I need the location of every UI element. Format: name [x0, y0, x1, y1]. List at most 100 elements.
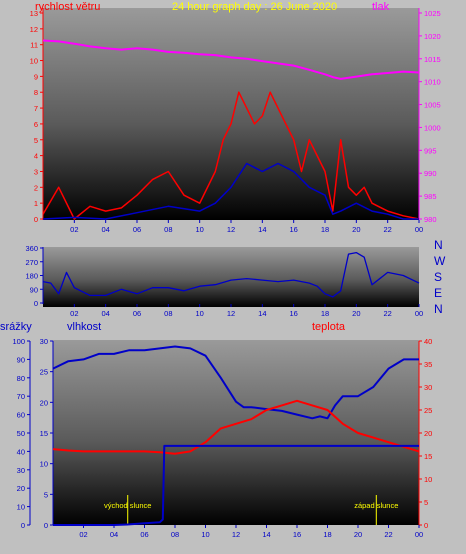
pressure-tick-label: 985 — [424, 192, 437, 201]
pressure-tick-label: 995 — [424, 146, 437, 155]
wind-x-tick-label: 10 — [195, 225, 203, 234]
climate-x-tick-label: 14 — [262, 530, 270, 539]
humidity-tick-label: 0 — [44, 521, 48, 530]
wind-speed-tick-label: 9 — [34, 72, 38, 81]
rain-tick-label: 10 — [17, 503, 25, 512]
climate-panel-background — [53, 340, 419, 525]
climate-x-tick-label: 04 — [110, 530, 118, 539]
rain-tick-label: 70 — [17, 392, 25, 401]
wind-speed-tick-label: 5 — [34, 136, 38, 145]
temperature-tick-label: 25 — [424, 406, 432, 415]
direction-x-tick-label: 08 — [164, 309, 172, 318]
wind-speed-tick-label: 2 — [34, 183, 38, 192]
pressure-tick-label: 1015 — [424, 55, 441, 64]
series-wind-direction-line — [42, 251, 420, 298]
wind-x-tick-label: 12 — [227, 225, 235, 234]
series-avg-line — [42, 162, 419, 220]
series-vlhkost-line — [52, 345, 419, 420]
direction-x-tick-label: 12 — [227, 309, 235, 318]
climate-x-tick-label: 06 — [140, 530, 148, 539]
compass-label: W — [434, 254, 446, 268]
humidity-tick-label: 5 — [44, 490, 48, 499]
temperature-tick-label: 30 — [424, 383, 432, 392]
temperature-tick-label: 5 — [424, 498, 428, 507]
rain-tick-label: 40 — [17, 447, 25, 456]
wind-speed-tick-label: 4 — [34, 152, 38, 161]
direction-x-tick-label: 22 — [383, 309, 391, 318]
rain-tick-label: 80 — [17, 374, 25, 383]
pressure-tick-label: 980 — [424, 215, 437, 224]
humidity-tick-label: 20 — [40, 398, 48, 407]
wind-speed-tick-label: 13 — [30, 9, 38, 18]
series-teplota-line — [52, 399, 420, 455]
climate-x-tick-label: 18 — [323, 530, 331, 539]
compass-label: N — [434, 238, 443, 252]
chart-title: 24 hour graph day : 26 June 2020 — [172, 1, 337, 13]
direction-x-tick-label: 20 — [352, 309, 360, 318]
pressure-axis-title: tlak — [372, 1, 390, 13]
rain-tick-label: 20 — [17, 484, 25, 493]
wind-x-tick-label: 20 — [352, 225, 360, 234]
wind-speed-axis-title: rychlost větru — [35, 1, 100, 13]
climate-x-tick-label: 10 — [201, 530, 209, 539]
pressure-tick-label: 1025 — [424, 9, 441, 18]
climate-x-tick-label: 08 — [171, 530, 179, 539]
direction-x-tick-label: 00 — [415, 309, 423, 318]
humidity-tick-label: 10 — [40, 460, 48, 469]
humidity-tick-label: 25 — [40, 368, 48, 377]
direction-panel-background — [43, 247, 419, 307]
pressure-tick-label: 1020 — [424, 32, 441, 41]
climate-x-tick-label: 16 — [293, 530, 301, 539]
humidity-tick-label: 30 — [40, 337, 48, 346]
climate-x-tick-label: 00 — [415, 530, 423, 539]
direction-x-tick-label: 02 — [70, 309, 78, 318]
direction-tick-label: 360 — [25, 244, 38, 253]
compass-label: N — [434, 302, 443, 316]
pressure-tick-label: 1010 — [424, 78, 441, 87]
wind-speed-tick-label: 8 — [34, 88, 38, 97]
wind-speed-tick-label: 12 — [30, 25, 38, 34]
rain-tick-label: 90 — [17, 355, 25, 364]
rain-axis-title: srážky — [0, 321, 32, 333]
rain-tick-label: 0 — [21, 521, 25, 530]
direction-x-tick-label: 04 — [101, 309, 109, 318]
sunrise-label: východ slunce — [104, 501, 152, 510]
climate-x-tick-label: 12 — [232, 530, 240, 539]
temperature-tick-label: 40 — [424, 337, 432, 346]
series-tlak-line — [42, 39, 420, 80]
direction-x-tick-label: 06 — [133, 309, 141, 318]
climate-x-tick-label: 22 — [384, 530, 392, 539]
temperature-tick-label: 0 — [424, 521, 428, 530]
pressure-tick-label: 1000 — [424, 123, 441, 132]
wind-x-tick-label: 14 — [258, 225, 266, 234]
direction-tick-label: 270 — [25, 258, 38, 267]
temperature-tick-label: 35 — [424, 360, 432, 369]
humidity-tick-label: 15 — [40, 429, 48, 438]
direction-x-tick-label: 18 — [321, 309, 329, 318]
wind-speed-tick-label: 6 — [34, 120, 38, 129]
climate-x-tick-label: 02 — [79, 530, 87, 539]
wind-speed-tick-label: 10 — [30, 57, 38, 66]
wind-x-tick-label: 00 — [415, 225, 423, 234]
direction-x-tick-label: 16 — [289, 309, 297, 318]
temperature-tick-label: 10 — [424, 475, 432, 484]
pressure-tick-label: 1005 — [424, 101, 441, 110]
wind-x-tick-label: 02 — [70, 225, 78, 234]
direction-tick-label: 0 — [34, 299, 38, 308]
compass-label: E — [434, 286, 442, 300]
wind-x-tick-label: 18 — [321, 225, 329, 234]
wind-panel-background — [43, 8, 419, 220]
wind-x-tick-label: 04 — [101, 225, 109, 234]
wind-x-tick-label: 22 — [383, 225, 391, 234]
pressure-tick-label: 990 — [424, 169, 437, 178]
series-srážky-line — [53, 444, 419, 526]
temperature-tick-label: 20 — [424, 429, 432, 438]
rain-tick-label: 30 — [17, 466, 25, 475]
wind-speed-tick-label: 3 — [34, 167, 38, 176]
direction-x-tick-label: 14 — [258, 309, 266, 318]
temperature-tick-label: 15 — [424, 452, 432, 461]
rain-tick-label: 60 — [17, 411, 25, 420]
rain-tick-label: 100 — [12, 337, 25, 346]
sunset-label: západ slunce — [354, 501, 398, 510]
